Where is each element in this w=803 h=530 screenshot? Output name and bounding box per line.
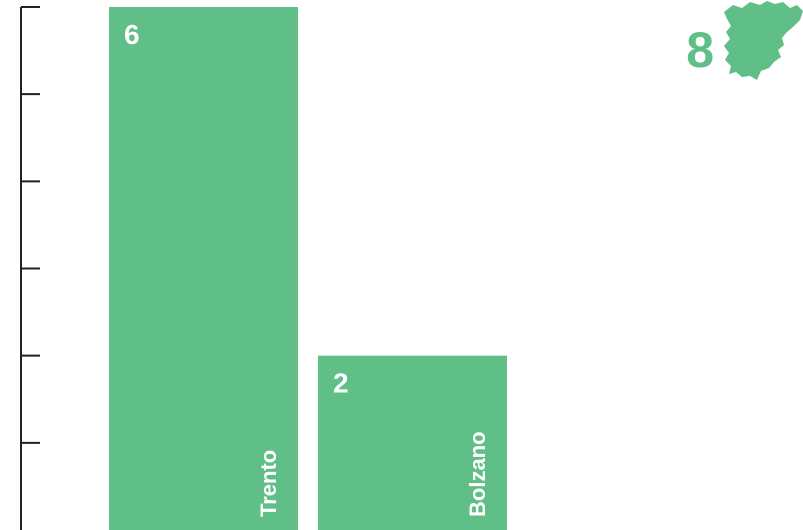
trentino-alto-adige-region-map-icon — [724, 1, 803, 80]
y-axis — [20, 6, 40, 530]
bar-value-label: 2 — [333, 368, 349, 399]
total-summary: 8 — [686, 1, 803, 80]
bar-value-label: 6 — [124, 19, 140, 50]
total-value: 8 — [686, 22, 714, 78]
bar-category-label: Trento — [256, 450, 281, 517]
bars: 6 Trento 2 Bolzano — [109, 7, 507, 530]
bar-bolzano — [318, 355, 507, 530]
bar-trento — [109, 7, 298, 530]
bar-group-trento: 6 Trento — [109, 7, 298, 530]
bar-group-bolzano: 2 Bolzano — [318, 355, 507, 530]
bar-category-label: Bolzano — [465, 431, 490, 517]
